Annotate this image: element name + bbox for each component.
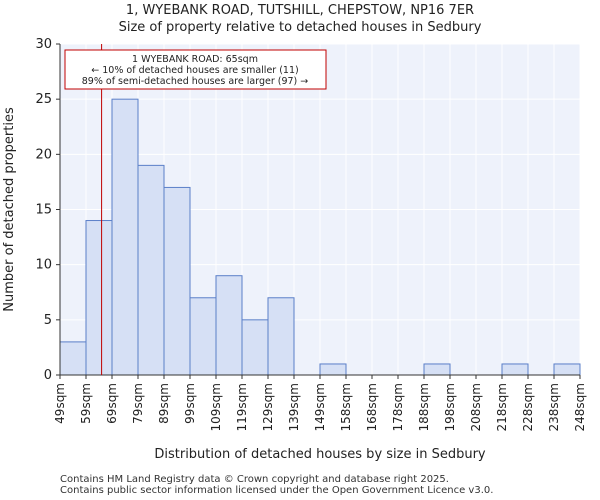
- bar-49sqm: [59, 341, 87, 376]
- bar-59sqm: [85, 220, 113, 376]
- y-tick-label: 20: [35, 147, 52, 162]
- x-tick-label: 89sqm: [157, 383, 171, 424]
- y-tick-label: 10: [35, 258, 52, 273]
- x-tick-label: 218sqm: [495, 383, 509, 431]
- x-axis-label: Distribution of detached houses by size …: [154, 447, 486, 462]
- footer-line-2: Contains public sector information licen…: [60, 485, 494, 496]
- y-tick-label: 0: [44, 368, 52, 383]
- x-tick-label: 188sqm: [417, 383, 431, 431]
- y-tick-label: 5: [44, 313, 52, 328]
- annotation-box: 1 WYEBANK ROAD: 65sqm ← 10% of detached …: [64, 49, 327, 90]
- y-tick-label: 15: [35, 203, 52, 218]
- bar-99sqm: [189, 297, 217, 376]
- bar-218sqm: [501, 363, 529, 376]
- bar-129sqm: [267, 297, 295, 376]
- bar-109sqm: [215, 275, 243, 376]
- x-tick-label: 99sqm: [183, 383, 197, 424]
- x-tick-labels: 49sqm 59sqm 69sqm 79sqm 89sqm 99sqm 109sqm 119s…: [53, 375, 587, 431]
- x-tick-label: 208sqm: [469, 383, 483, 431]
- x-tick-label: 59sqm: [79, 383, 93, 424]
- y-tick-labels: 0 5 10 15 20 25 30: [35, 37, 60, 383]
- x-tick-label: 178sqm: [391, 383, 405, 431]
- x-tick-label: 139sqm: [287, 383, 301, 431]
- x-tick-label: 168sqm: [365, 383, 379, 431]
- x-tick-label: 198sqm: [443, 383, 457, 431]
- x-tick-label: 238sqm: [547, 383, 561, 431]
- x-tick-label: 109sqm: [209, 383, 223, 431]
- bar-238sqm: [553, 363, 581, 376]
- x-tick-label: 228sqm: [521, 383, 535, 431]
- x-tick-label: 69sqm: [105, 383, 119, 424]
- annotation-line-1: 1 WYEBANK ROAD: 65sqm: [132, 54, 258, 65]
- chart-subtitle: Size of property relative to detached ho…: [118, 20, 482, 35]
- bar-79sqm: [137, 164, 165, 376]
- annotation-line-2: ← 10% of detached houses are smaller (11…: [91, 65, 298, 76]
- x-tick-label: 129sqm: [261, 383, 275, 431]
- x-tick-label: 79sqm: [131, 383, 145, 424]
- y-tick-label: 30: [35, 37, 52, 52]
- x-tick-label: 149sqm: [313, 383, 327, 431]
- x-tick-label: 49sqm: [53, 383, 67, 424]
- annotation-line-3: 89% of semi-detached houses are larger (…: [82, 76, 309, 87]
- bar-119sqm: [241, 319, 269, 376]
- y-axis-label: Number of detached properties: [2, 107, 17, 312]
- bar-89sqm: [163, 186, 191, 376]
- bar-188sqm: [423, 363, 451, 376]
- bar-69sqm: [111, 98, 139, 376]
- footer-line-1: Contains HM Land Registry data © Crown c…: [60, 474, 449, 485]
- x-tick-label: 119sqm: [235, 383, 249, 431]
- x-tick-label: 248sqm: [573, 383, 587, 431]
- bars: [59, 98, 581, 376]
- x-tick-label: 158sqm: [339, 383, 353, 431]
- chart-title: 1, WYEBANK ROAD, TUTSHILL, CHEPSTOW, NP1…: [125, 3, 475, 18]
- bar-149sqm: [319, 363, 347, 376]
- y-tick-label: 25: [35, 92, 52, 107]
